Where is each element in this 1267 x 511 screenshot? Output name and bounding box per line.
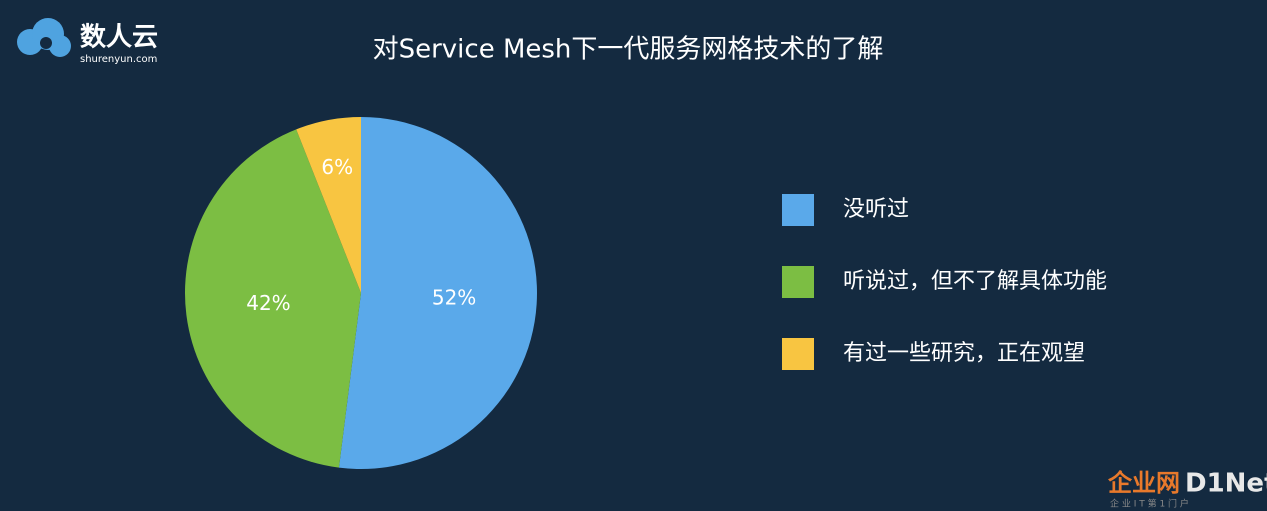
data-label: 52% bbox=[432, 285, 476, 309]
logo-name: 数人云 bbox=[80, 23, 158, 53]
pie-slice bbox=[338, 117, 537, 469]
logo-domain: shurenyun.com bbox=[80, 54, 157, 65]
legend-label: 有过一些研究，正在观望 bbox=[843, 341, 1085, 366]
legend-swatch bbox=[782, 266, 814, 298]
legend-swatch bbox=[782, 194, 814, 226]
legend-label: 听说过，但不了解具体功能 bbox=[843, 269, 1107, 294]
pie-slice bbox=[296, 117, 361, 293]
data-label: 6% bbox=[321, 155, 353, 179]
watermark: 企业网 D1Net 企 业 I T 第 1 门 户 bbox=[1108, 469, 1267, 510]
logo-icon bbox=[49, 35, 71, 57]
logo: 数人云 shurenyun.com bbox=[17, 18, 158, 65]
watermark-brand: D1Net bbox=[1185, 469, 1267, 499]
watermark-slogan: 企 业 I T 第 1 门 户 bbox=[1110, 498, 1189, 510]
legend-label: 没听过 bbox=[843, 197, 909, 222]
data-label: 42% bbox=[246, 291, 290, 315]
legend-swatch bbox=[782, 338, 814, 370]
chart-title: 对Service Mesh下一代服务网格技术的了解 bbox=[373, 35, 884, 65]
pie-slice bbox=[185, 129, 361, 468]
watermark-name: 企业网 bbox=[1108, 469, 1180, 497]
logo-icon bbox=[40, 37, 52, 49]
